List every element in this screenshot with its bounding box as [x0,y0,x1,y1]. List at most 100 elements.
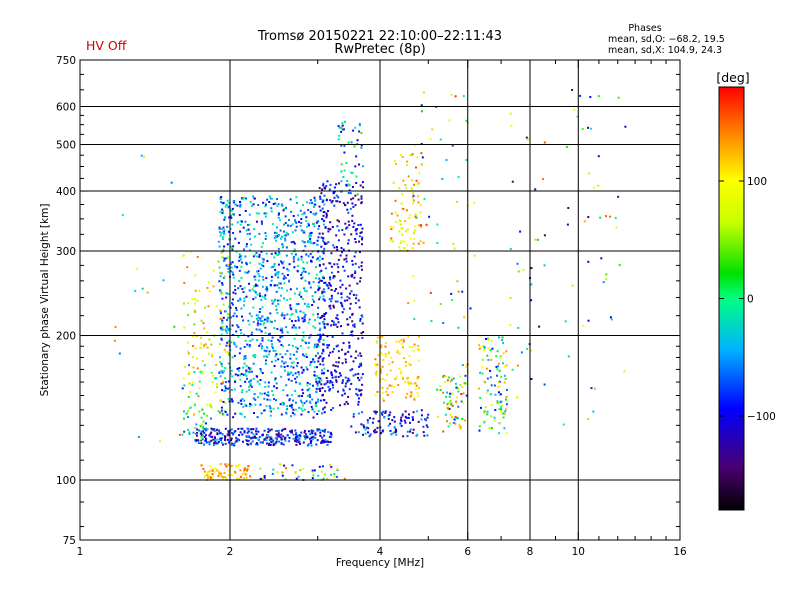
echo-point [141,287,144,290]
echo-point [256,314,259,317]
echo-point [204,439,207,442]
echo-point [360,332,363,335]
echo-point [411,346,414,348]
echo-point [173,325,176,328]
echo-point [275,232,278,235]
echo-point [330,252,333,255]
echo-point [273,265,276,268]
echo-point [609,215,612,218]
echo-point [341,311,344,314]
echo-point [282,389,285,391]
echo-point [473,201,476,204]
echo-point [276,430,279,432]
echo-point [358,235,361,238]
echo-point [273,284,276,287]
echo-point [207,352,210,355]
echo-point [454,95,457,98]
echo-point [307,240,310,243]
echo-point [202,322,205,325]
echo-point [411,196,414,199]
echo-point [339,254,342,257]
echo-point [401,193,404,196]
echo-point [340,130,343,133]
echo-point [170,181,173,184]
echo-point [235,250,238,253]
echo-point [326,344,329,346]
echo-point [406,244,409,247]
echo-point [238,200,241,203]
echo-point [401,233,404,236]
echo-point [473,254,476,257]
echo-point [243,358,246,361]
echo-point [303,402,306,405]
echo-point [270,279,273,282]
echo-point [235,464,238,467]
echo-point [214,430,217,432]
echo-point [193,402,196,405]
echo-point [362,331,365,333]
echo-point [393,425,396,428]
echo-point [496,385,499,388]
y-tick-label: 300 [56,246,76,258]
echo-point [308,235,311,238]
echo-point [457,387,460,390]
echo-point [269,414,272,417]
echo-point [257,319,260,322]
echo-point [281,243,284,246]
echo-point [323,203,326,206]
echo-point [247,430,250,433]
echo-point [234,380,237,383]
echo-point [319,429,322,432]
echo-point [321,429,324,432]
echo-point [459,428,462,431]
echo-point [343,477,346,480]
phases-o-stats: mean, sd,O: −68.2, 19.5 [608,34,725,45]
echo-point [386,373,389,376]
echo-point [618,264,621,267]
echo-point [237,401,240,404]
echo-point [322,343,325,346]
echo-point [211,435,214,438]
echo-point [290,406,293,409]
echo-point [361,243,363,246]
echo-point [291,411,294,414]
echo-point [265,288,268,291]
echo-point [259,267,262,270]
echo-point [303,302,306,305]
echo-point [279,403,282,406]
echo-point [313,222,316,225]
echo-point [228,387,231,390]
echo-point [308,281,311,284]
echo-point [239,427,242,430]
echo-point [277,303,280,306]
y-tick-label: 750 [56,55,76,67]
echo-point [290,241,293,244]
echo-point [237,427,240,430]
echo-point [287,371,290,374]
echo-point [231,298,234,301]
echo-point [323,372,325,375]
echo-point [317,285,320,288]
echo-point [351,202,354,205]
echo-point [318,287,321,290]
echo-point [436,223,439,226]
echo-point [193,323,196,326]
echo-point [136,267,139,270]
echo-point [314,213,317,216]
echo-point [313,410,316,413]
echo-point [212,438,215,441]
echo-point [382,359,385,361]
echo-point [330,300,333,303]
echo-point [269,332,272,335]
echo-point [445,375,448,378]
echo-point [250,379,253,382]
echo-point [284,239,287,242]
echo-point [277,253,279,256]
echo-point [448,407,451,410]
echo-point [323,220,326,223]
echo-point [401,156,404,158]
echo-point [224,442,227,445]
echo-point [609,316,612,319]
echo-point [272,407,275,410]
echo-point [325,216,328,219]
